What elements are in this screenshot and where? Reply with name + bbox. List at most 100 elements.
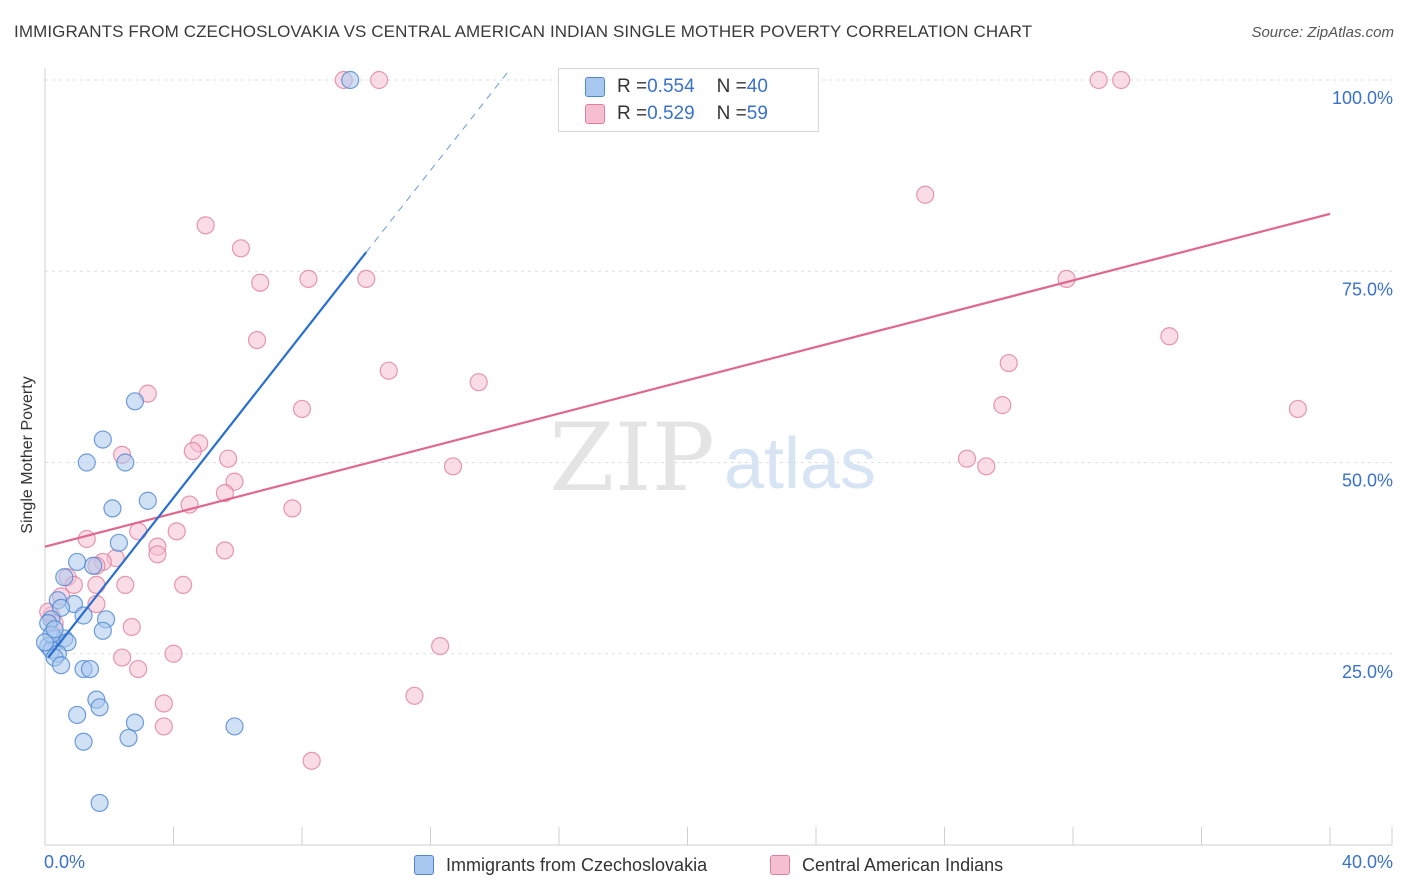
legend-n-label: N =	[716, 103, 747, 124]
y-tick-label: 25.0%	[1342, 662, 1393, 682]
data-point-czechoslovakia	[119, 728, 138, 748]
watermark-zip: ZIP	[549, 404, 715, 513]
data-point-central-american-indians	[292, 399, 312, 419]
trend-line-czechoslovakia-extension	[365, 72, 508, 253]
data-point-central-american-indians	[405, 686, 424, 705]
data-point-central-american-indians	[148, 545, 167, 564]
data-point-central-american-indians	[154, 717, 173, 736]
data-point-central-american-indians	[116, 575, 135, 595]
data-point-central-american-indians	[196, 216, 215, 235]
data-point-central-american-indians	[299, 269, 318, 288]
legend-row-czechoslovakia: R = 0.554 N = 40	[585, 75, 768, 99]
data-point-czechoslovakia	[109, 533, 128, 552]
source-label: Source: ZipAtlas.com	[1251, 24, 1394, 41]
data-point-central-american-indians	[431, 636, 450, 656]
data-point-czechoslovakia	[125, 392, 145, 411]
data-point-central-american-indians	[1112, 70, 1131, 90]
correlation-legend: R = 0.554 N = 40 R = 0.529 N = 59	[558, 68, 819, 132]
data-point-central-american-indians	[215, 484, 234, 503]
bottom-legend-label-central-american-indians: Central American Indians	[802, 854, 1004, 875]
data-point-czechoslovakia	[93, 621, 112, 640]
legend-r-label: R =	[617, 76, 648, 97]
data-point-central-american-indians	[112, 648, 132, 667]
data-point-central-american-indians	[174, 575, 193, 595]
data-point-central-american-indians	[1288, 399, 1307, 419]
trend-line-central-american-indians	[44, 212, 1331, 548]
data-point-czechoslovakia	[55, 568, 74, 587]
data-point-central-american-indians	[129, 522, 148, 541]
y-tick-labels: 25.0% 50.0% 75.0% 100.0%	[1332, 88, 1393, 682]
data-point-czechoslovakia	[125, 713, 145, 732]
data-point-central-american-indians	[283, 499, 302, 518]
data-point-central-american-indians	[129, 659, 148, 679]
gridlines	[45, 79, 1392, 655]
data-point-central-american-indians	[443, 457, 463, 476]
legend-swatch-central-american-indians	[585, 104, 605, 124]
data-point-central-american-indians	[1057, 269, 1076, 288]
data-point-central-american-indians	[999, 353, 1018, 373]
data-point-czechoslovakia	[77, 453, 96, 472]
data-point-central-american-indians	[231, 239, 251, 258]
data-point-central-american-indians	[122, 617, 141, 637]
data-point-central-american-indians	[215, 541, 234, 560]
trend-lines	[44, 72, 1331, 659]
bottom-legend-swatch-central-american-indians	[770, 855, 790, 875]
data-point-central-american-indians	[154, 694, 173, 713]
legend-row-central-american-indians: R = 0.529 N = 59	[585, 102, 768, 126]
data-point-czechoslovakia	[116, 453, 135, 472]
data-point-czechoslovakia	[103, 499, 122, 518]
data-point-central-american-indians	[1160, 327, 1179, 346]
legend-n-value: 40	[746, 76, 768, 97]
data-point-czechoslovakia	[80, 659, 100, 679]
y-tick-label: 50.0%	[1342, 471, 1393, 491]
bottom-legend-central-american-indians: Central American Indians	[770, 852, 1003, 878]
data-point-central-american-indians	[993, 396, 1012, 415]
legend-r-label: R =	[617, 103, 648, 124]
data-point-czechoslovakia	[35, 633, 55, 652]
data-point-central-american-indians	[357, 269, 376, 288]
data-point-central-american-indians	[977, 457, 996, 476]
chart-title: IMMIGRANTS FROM CZECHOSLOVAKIA VS CENTRA…	[14, 22, 1033, 41]
legend-n-label: N =	[716, 76, 747, 97]
data-point-central-american-indians	[183, 441, 202, 461]
bottom-legend-czechoslovakia: Immigrants from Czechoslovakia	[414, 852, 707, 878]
data-point-central-american-indians	[247, 331, 267, 350]
data-point-czechoslovakia	[68, 705, 87, 725]
data-point-central-american-indians	[957, 449, 977, 468]
data-point-czechoslovakia	[45, 620, 64, 639]
data-point-czechoslovakia	[74, 606, 93, 625]
legend-swatch-czechoslovakia	[585, 77, 605, 97]
data-point-central-american-indians	[164, 644, 183, 663]
data-point-czechoslovakia	[90, 793, 109, 813]
data-point-central-american-indians	[370, 70, 389, 90]
y-tick-label: 100.0%	[1332, 88, 1393, 108]
data-point-central-american-indians	[167, 522, 186, 541]
data-point-czechoslovakia	[68, 552, 87, 572]
data-point-czechoslovakia	[225, 717, 244, 736]
data-point-central-american-indians	[87, 575, 106, 595]
data-point-central-american-indians	[379, 361, 398, 380]
data-point-central-american-indians	[469, 373, 488, 392]
axes	[44, 68, 1393, 846]
data-point-central-american-indians	[77, 529, 96, 549]
data-point-czechoslovakia	[84, 556, 103, 575]
legend-n-value: 59	[746, 103, 768, 124]
bottom-legend-label-czechoslovakia: Immigrants from Czechoslovakia	[446, 854, 708, 875]
trend-line-czechoslovakia	[47, 251, 368, 659]
data-point-czechoslovakia	[341, 70, 360, 90]
bottom-legend-swatch-czechoslovakia	[414, 855, 434, 875]
series-czechoslovakia-points	[35, 70, 360, 813]
data-point-central-american-indians	[916, 185, 935, 204]
legend-r-value: 0.554	[647, 76, 695, 97]
watermark-atlas: atlas	[724, 424, 876, 504]
data-point-central-american-indians	[302, 751, 321, 770]
data-point-central-american-indians	[251, 273, 270, 292]
y-tick-label: 75.0%	[1342, 279, 1393, 299]
data-point-central-american-indians	[219, 449, 238, 468]
data-point-central-american-indians	[1089, 70, 1108, 90]
x-tick-label-min: 0.0%	[44, 852, 86, 872]
data-point-czechoslovakia	[138, 491, 157, 510]
watermark: ZIP atlas	[549, 404, 876, 513]
data-point-czechoslovakia	[93, 430, 112, 449]
